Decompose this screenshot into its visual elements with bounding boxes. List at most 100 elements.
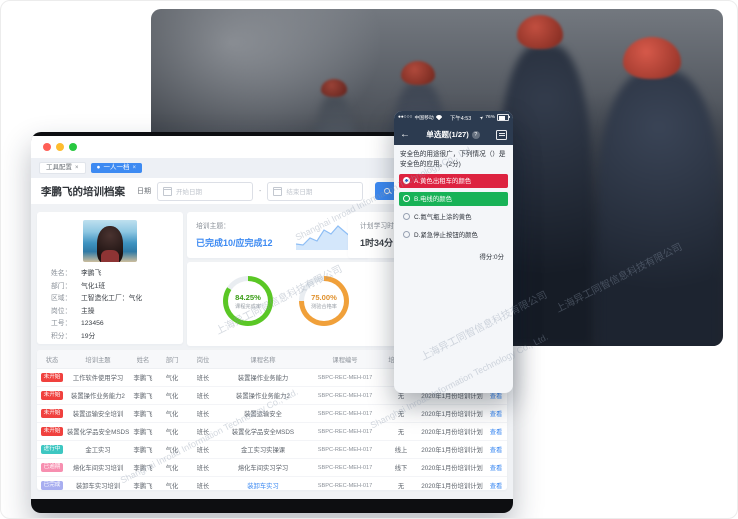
- cell-post: 班长: [196, 483, 210, 490]
- duration-value: 1时34分: [360, 238, 394, 248]
- battery-percent: 76%: [485, 115, 495, 120]
- radio-icon: [403, 195, 410, 203]
- option-c[interactable]: C.氮气瓶上涂的黄色: [399, 210, 508, 224]
- cell-mode: 无: [397, 483, 405, 490]
- cell-course: 金工实习实操课: [240, 447, 286, 454]
- table-row[interactable]: 进行中 金工实习 李鹏飞 气化 班长 金工实习实操课 SBPC-REC-MEH-…: [37, 441, 507, 459]
- date-range-separator: -: [259, 187, 262, 195]
- avatar: [83, 220, 137, 262]
- view-link[interactable]: 查看: [489, 447, 503, 454]
- back-arrow-icon[interactable]: ←: [400, 128, 410, 140]
- table-row[interactable]: 已逾期 熔化车间实习培训 李鹏飞 气化 班长 熔化车间实习学习 SBPC-REC…: [37, 459, 507, 477]
- cell-dept: 气化: [165, 429, 179, 436]
- duration-label: 计划学习时长: [360, 223, 401, 230]
- cell-name: 李鹏飞: [133, 465, 153, 472]
- profile-field-name: 姓名： 李鹏飞: [51, 268, 177, 281]
- cell-post: 班长: [196, 393, 210, 400]
- table-row[interactable]: 未开始 装置化学品安全MSDS 李鹏飞 气化 班长 装置化学品安全MSDS SB…: [37, 423, 507, 441]
- option-label: D.紧急停止按钮的颜色: [414, 232, 478, 240]
- signal-dots-icon: ●●○○○: [398, 115, 413, 120]
- cell-course: 熔化车间实习学习: [237, 465, 289, 472]
- profile-field-post: 岗位： 主操: [51, 306, 177, 319]
- col-header: 姓名: [136, 356, 150, 364]
- cell-dept: 气化: [165, 411, 179, 418]
- end-date-input[interactable]: 结束日期: [267, 181, 364, 201]
- carrier-label: 中国移动: [414, 116, 434, 121]
- cell-course: 装置操作业务能力: [237, 375, 289, 382]
- cell-topic: 装置化学品安全MSDS: [67, 429, 129, 436]
- status-badge: 未开始: [40, 426, 64, 437]
- field-value: 123456: [81, 320, 104, 328]
- red-helmet: [623, 37, 681, 79]
- col-header: 状态: [45, 356, 59, 364]
- answer-sheet-icon[interactable]: [496, 129, 507, 140]
- cell-course-code: SBPC-REC-MEH-017: [317, 410, 373, 417]
- profile-field-points: 积分： 19分: [51, 331, 177, 344]
- profile-field-dept: 部门： 气化1班: [51, 281, 177, 294]
- field-label: 区域：: [51, 295, 72, 303]
- desktop-window: 工具配置 × ● 一人一档 × 李鹏飞的培训档案 日期 开始日期 -: [31, 132, 513, 513]
- view-link[interactable]: 查看: [489, 429, 503, 436]
- view-link[interactable]: 查看: [489, 411, 503, 418]
- close-tab-icon[interactable]: ×: [132, 165, 136, 171]
- field-label: 工号：: [51, 320, 72, 328]
- tab-label: 一人一档: [103, 163, 130, 171]
- cell-course-code: SBPC-REC-MEH-017: [317, 374, 373, 381]
- field-value: 气化1班: [81, 282, 106, 290]
- start-date-input[interactable]: 开始日期: [157, 181, 253, 201]
- tab-label: 工具配置: [46, 163, 72, 171]
- phone-title-wrap: 单选题(1/27) ?: [410, 129, 496, 140]
- worker-silhouette: [599, 71, 719, 346]
- red-helmet: [321, 79, 347, 97]
- cell-post: 班长: [196, 465, 210, 472]
- field-label: 积分：: [51, 332, 72, 340]
- view-link[interactable]: 查看: [489, 483, 503, 490]
- cell-course-code: SBPC-REC-MEH-017: [317, 482, 373, 489]
- field-value: 李鹏飞: [81, 270, 102, 277]
- option-label: B.电线的颜色: [414, 196, 452, 204]
- table-row[interactable]: 未开始 装置操作业务能力2 李鹏飞 气化 班长 装置操作业务能力2 SBPC-R…: [37, 387, 507, 405]
- quiz-title: 单选题(1/27): [426, 130, 469, 139]
- gauge-inner: 75.00% 测验合格率: [304, 281, 344, 321]
- radio-selected-icon: [403, 177, 410, 185]
- cell-mode: 线下: [394, 465, 408, 472]
- close-window-button[interactable]: [43, 143, 51, 151]
- cell-name: 李鹏飞: [133, 483, 153, 490]
- view-link[interactable]: 查看: [489, 465, 503, 472]
- option-a[interactable]: A.黄色出租车的颜色: [399, 173, 508, 188]
- cell-mode: 无: [397, 429, 405, 436]
- option-d[interactable]: D.紧急停止按钮的颜色: [399, 228, 508, 242]
- close-tab-icon[interactable]: ×: [75, 165, 79, 171]
- tab-tool-config[interactable]: 工具配置 ×: [39, 161, 86, 175]
- view-link[interactable]: 查看: [489, 393, 503, 400]
- course-completion-gauge: 84.25% 课程完成率: [223, 276, 273, 326]
- cell-dept: 气化: [165, 483, 179, 490]
- status-badge: 未开始: [40, 408, 64, 419]
- cell-plan: 2020年1月份培训计划: [421, 465, 483, 472]
- cell-course: 装置操作业务能力2: [236, 393, 290, 400]
- gauge-value: 84.25%: [235, 292, 261, 302]
- score-text: 得分:0分: [479, 253, 504, 261]
- cell-mode: 线上: [394, 447, 408, 454]
- course-link[interactable]: 装卸车实习: [247, 483, 279, 490]
- option-b[interactable]: B.电线的颜色: [399, 191, 508, 206]
- table-row[interactable]: 已完成 装卸车实习培训 李鹏飞 气化 班长 装卸车实习 SBPC-REC-MEH…: [37, 477, 507, 490]
- red-helmet: [517, 15, 563, 49]
- cell-dept: 气化: [165, 465, 179, 472]
- cell-topic: 装置运输安全培训: [72, 411, 124, 418]
- cell-name: 李鹏飞: [133, 375, 153, 382]
- table-row[interactable]: 未开始 装置运输安全培训 李鹏飞 气化 班长 装置运输安全 SBPC-REC-M…: [37, 405, 507, 423]
- help-icon[interactable]: ?: [471, 130, 480, 139]
- field-label: 姓名：: [51, 270, 72, 277]
- col-header: 岗位: [196, 356, 210, 364]
- tab-person-archive[interactable]: ● 一人一档 ×: [90, 162, 142, 174]
- cell-post: 班长: [196, 375, 210, 382]
- question-text: 安全色的用途很广，下列情况（）是安全色的应用。(2分): [400, 151, 506, 168]
- cell-topic: 熔化车间实习培训: [72, 465, 124, 472]
- zoom-window-button[interactable]: [69, 143, 77, 151]
- phone-screenshot: ●●○○○ 中国移动 下午4:53 ➤ 76% ← 单选题(1/27) ? 安全…: [394, 111, 513, 393]
- minimize-window-button[interactable]: [56, 143, 64, 151]
- status-badge: 已逾期: [40, 462, 64, 473]
- cell-course: 装置化学品安全MSDS: [231, 429, 295, 436]
- cell-topic: 金工实习: [85, 447, 111, 454]
